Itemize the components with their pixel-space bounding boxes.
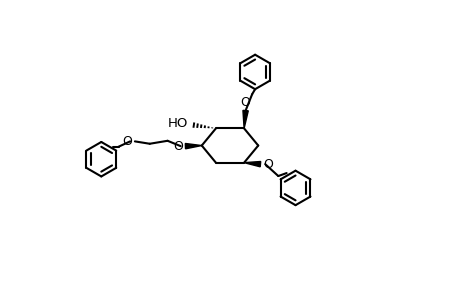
Text: O: O xyxy=(240,96,250,109)
Text: HO: HO xyxy=(167,118,187,130)
Text: O: O xyxy=(123,135,132,148)
Text: O: O xyxy=(173,140,183,153)
Text: O: O xyxy=(262,158,272,171)
Polygon shape xyxy=(242,110,248,128)
Polygon shape xyxy=(244,161,260,167)
Polygon shape xyxy=(185,143,202,149)
